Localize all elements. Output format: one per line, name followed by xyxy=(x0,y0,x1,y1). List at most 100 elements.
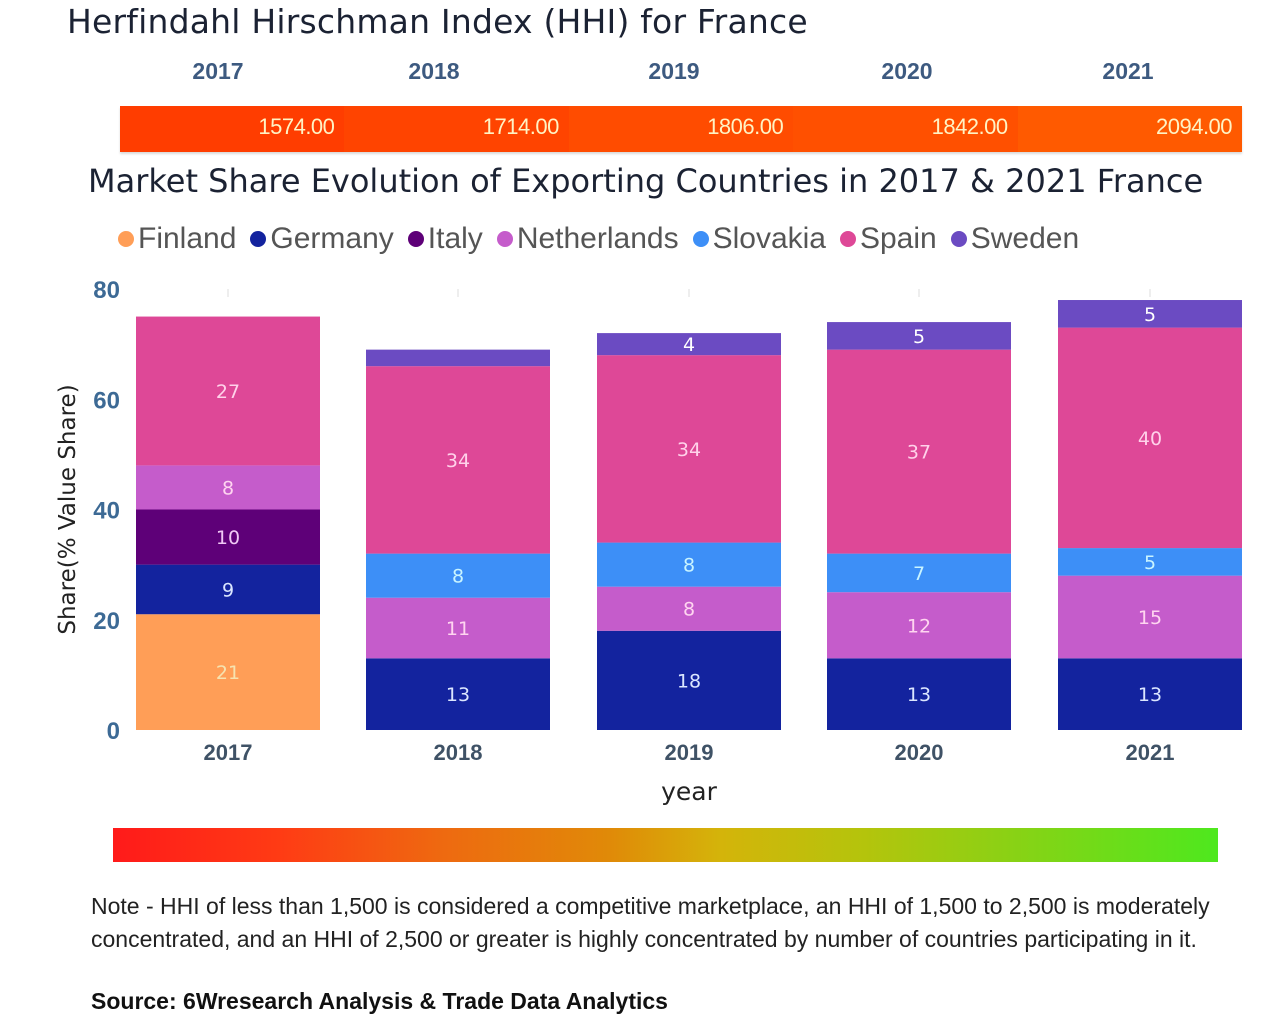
legend-label: Sweden xyxy=(970,222,1080,255)
bar-segment-slovakia-2019[interactable] xyxy=(597,542,781,587)
legend-item-italy[interactable]: Italy xyxy=(407,222,483,256)
hhi-value: 1842.00 xyxy=(931,114,1009,139)
x-axis-title: year xyxy=(661,777,717,806)
legend-item-finland[interactable]: Finland xyxy=(118,222,236,256)
bar-segment-sweden-2021[interactable] xyxy=(1058,300,1242,328)
legend-label: Spain xyxy=(859,222,937,255)
hhi-value-cell: 1842.00 xyxy=(793,106,1018,152)
y-tick-label: 60 xyxy=(93,387,120,414)
x-tick-label: 2017 xyxy=(204,740,253,765)
legend-label: Finland xyxy=(138,222,237,255)
data-label: 4 xyxy=(683,334,695,356)
bar-segment-netherlands-2018[interactable] xyxy=(366,597,550,659)
legend-label: Germany xyxy=(270,222,394,255)
legend-item-sweden[interactable]: Sweden xyxy=(950,222,1080,256)
x-tick-label: 2020 xyxy=(895,740,944,765)
legend-item-slovakia[interactable]: Slovakia xyxy=(692,222,826,256)
data-label: 40 xyxy=(1138,428,1162,450)
bar-segment-netherlands-2017[interactable] xyxy=(136,465,320,510)
y-tick-label: 20 xyxy=(93,608,120,635)
data-label: 12 xyxy=(907,615,931,637)
bar-segment-sweden-2018[interactable] xyxy=(366,349,550,367)
legend-item-spain[interactable]: Spain xyxy=(839,222,937,256)
data-label: 18 xyxy=(677,670,701,692)
hhi-year-label: 2019 xyxy=(648,58,700,84)
bar-segment-slovakia-2018[interactable] xyxy=(366,553,550,598)
bar-segment-sweden-2019[interactable] xyxy=(597,333,781,356)
legend-item-netherlands[interactable]: Netherlands xyxy=(496,222,679,256)
hhi-value-strip: 1574.00 1714.00 1806.00 1842.00 2094.00 xyxy=(120,106,1243,152)
data-label: 13 xyxy=(1138,684,1162,706)
data-label: 11 xyxy=(446,618,470,640)
bar-segment-germany-2021[interactable] xyxy=(1058,658,1242,730)
data-label: 10 xyxy=(216,527,240,549)
data-label: 7 xyxy=(913,563,925,585)
hhi-value-cell: 1714.00 xyxy=(344,106,569,152)
data-label: 8 xyxy=(683,555,695,577)
hhi-year-label: 2020 xyxy=(881,58,933,84)
data-label: 15 xyxy=(1138,607,1162,629)
legend-marker-icon xyxy=(118,231,134,247)
hhi-value: 1806.00 xyxy=(707,114,784,139)
chart-title: Market Share Evolution of Exporting Coun… xyxy=(88,162,1204,200)
bar-segment-netherlands-2019[interactable] xyxy=(597,586,781,631)
hhi-value: 1574.00 xyxy=(258,114,335,139)
data-label: 27 xyxy=(216,381,240,403)
data-label: 8 xyxy=(452,566,464,588)
x-tick-label: 2021 xyxy=(1126,740,1175,765)
legend-label: Netherlands xyxy=(516,222,679,255)
hhi-value-cell: 1574.00 xyxy=(120,106,345,152)
legend-marker-icon xyxy=(250,231,267,247)
y-tick-label: 80 xyxy=(93,277,120,304)
bar-segment-spain-2021[interactable] xyxy=(1058,327,1242,549)
bar-segment-slovakia-2021[interactable] xyxy=(1058,548,1242,576)
hhi-year-label: 2021 xyxy=(1102,58,1154,84)
hhi-value-cell: 1806.00 xyxy=(568,106,794,152)
data-label: 13 xyxy=(907,684,931,706)
legend-label: Italy xyxy=(427,222,483,255)
data-label: 5 xyxy=(913,326,925,348)
legend-marker-icon xyxy=(496,231,513,247)
bar-segment-germany-2017[interactable] xyxy=(136,564,320,615)
bar-segment-spain-2020[interactable] xyxy=(827,349,1011,554)
bar-segment-italy-2017[interactable] xyxy=(136,509,320,565)
hhi-color-scale xyxy=(113,828,1218,862)
data-label: 13 xyxy=(446,684,470,706)
y-tick-label: 40 xyxy=(93,498,120,525)
hhi-value-cell: 2094.00 xyxy=(1017,106,1243,152)
data-label: 9 xyxy=(222,579,234,601)
hhi-year-label: 2018 xyxy=(408,58,460,84)
data-label: 5 xyxy=(1144,552,1156,574)
data-label: 34 xyxy=(446,450,470,472)
hhi-value: 2094.00 xyxy=(1156,114,1233,139)
note-text: Note - HHI of less than 1,500 is conside… xyxy=(91,893,1210,952)
hhi-title: Herfindahl Hirschman Index (HHI) for Fra… xyxy=(67,2,808,41)
bar-segment-finland-2017[interactable] xyxy=(136,614,320,730)
bar-segment-netherlands-2020[interactable] xyxy=(827,592,1011,659)
x-tick-label: 2018 xyxy=(434,740,483,765)
bar-segment-spain-2018[interactable] xyxy=(366,366,550,554)
data-label: 37 xyxy=(907,442,931,464)
bar-segment-spain-2017[interactable] xyxy=(136,316,320,466)
data-label: 21 xyxy=(216,662,240,684)
y-tick-label: 0 xyxy=(107,718,120,745)
data-label: 8 xyxy=(222,477,234,499)
legend-marker-icon xyxy=(839,231,856,247)
legend-item-germany[interactable]: Germany xyxy=(250,222,394,256)
source-text: Source: 6Wresearch Analysis & Trade Data… xyxy=(91,988,668,1014)
bar-segment-germany-2018[interactable] xyxy=(366,658,550,730)
data-label: 34 xyxy=(677,439,701,461)
bar-segment-sweden-2020[interactable] xyxy=(827,322,1011,350)
legend-marker-icon xyxy=(407,231,424,247)
bar-segment-netherlands-2021[interactable] xyxy=(1058,575,1242,659)
hhi-year-label: 2017 xyxy=(192,58,244,84)
bar-segment-spain-2019[interactable] xyxy=(597,355,781,543)
y-axis-title: Share(% Value Share) xyxy=(55,384,81,634)
bar-segment-germany-2020[interactable] xyxy=(827,658,1011,730)
bar-segment-slovakia-2020[interactable] xyxy=(827,553,1011,593)
legend-label: Slovakia xyxy=(712,222,826,255)
stacked-bar-chart: 0 20 40 60 80 Share(% Value Share) 21 9 10 8 27 201… xyxy=(55,277,1242,806)
hhi-value: 1714.00 xyxy=(482,114,560,139)
bar-segment-germany-2019[interactable] xyxy=(597,630,781,730)
chart-legend: Finland Germany Italy Netherlands Slovakia Sp… xyxy=(118,222,1079,256)
